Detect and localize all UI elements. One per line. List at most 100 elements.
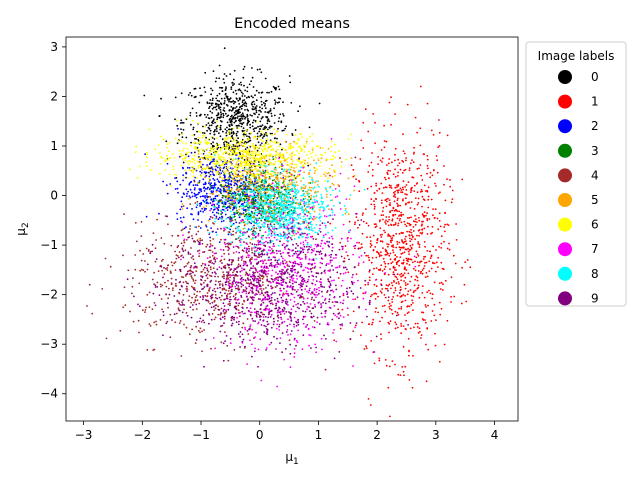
- data-point: [193, 192, 196, 195]
- data-point: [318, 102, 321, 105]
- data-point: [216, 161, 219, 164]
- data-point: [414, 269, 417, 272]
- data-point: [187, 190, 190, 193]
- data-point: [408, 234, 411, 237]
- data-point: [205, 156, 207, 159]
- data-point: [255, 121, 258, 123]
- data-point: [201, 262, 204, 265]
- data-point: [205, 245, 208, 248]
- data-point: [270, 90, 273, 93]
- data-point: [238, 190, 241, 193]
- data-point: [408, 379, 411, 381]
- data-point: [219, 173, 221, 176]
- data-point: [225, 86, 227, 88]
- data-point: [190, 94, 193, 97]
- data-point: [202, 178, 205, 181]
- data-point: [268, 120, 271, 123]
- data-point: [166, 264, 169, 267]
- data-point: [263, 104, 266, 107]
- data-point: [234, 227, 237, 230]
- data-point: [233, 269, 235, 272]
- data-point: [394, 223, 397, 226]
- data-point: [274, 286, 277, 289]
- data-point: [237, 137, 240, 140]
- data-point: [223, 275, 226, 277]
- data-point: [432, 262, 434, 265]
- data-point: [386, 164, 388, 167]
- data-point: [250, 199, 253, 202]
- data-point: [187, 231, 190, 234]
- data-point: [270, 125, 273, 128]
- data-point: [271, 179, 274, 182]
- data-point: [213, 223, 215, 225]
- data-point: [311, 148, 314, 151]
- data-point: [269, 140, 272, 143]
- data-point: [231, 176, 234, 179]
- data-point: [235, 113, 237, 116]
- data-point: [229, 140, 232, 143]
- data-point: [206, 195, 208, 198]
- data-point: [433, 303, 436, 306]
- data-point: [330, 140, 333, 143]
- data-point: [240, 114, 243, 116]
- data-point: [434, 344, 437, 347]
- data-point: [396, 202, 398, 205]
- data-point: [146, 153, 149, 156]
- data-point: [231, 168, 234, 171]
- data-point: [192, 157, 195, 160]
- data-point: [290, 162, 292, 165]
- data-point: [309, 334, 312, 337]
- data-point: [227, 133, 229, 135]
- data-point: [276, 176, 279, 179]
- data-point: [236, 148, 239, 151]
- data-point: [239, 81, 242, 84]
- data-point: [205, 207, 208, 210]
- data-point: [222, 187, 225, 190]
- data-point: [428, 270, 431, 272]
- data-point: [226, 227, 229, 229]
- data-point: [268, 220, 270, 223]
- data-point: [308, 186, 311, 189]
- data-point: [241, 326, 244, 329]
- data-point: [206, 129, 209, 132]
- data-point: [191, 208, 193, 210]
- data-point: [235, 207, 238, 209]
- data-point: [383, 124, 385, 127]
- data-point: [232, 146, 234, 149]
- data-point: [246, 108, 249, 111]
- data-point: [220, 213, 223, 216]
- data-point: [285, 125, 287, 128]
- data-point: [294, 260, 297, 263]
- data-point: [194, 274, 196, 277]
- data-point: [220, 97, 223, 100]
- data-point: [185, 188, 188, 191]
- data-point: [227, 233, 230, 236]
- data-point: [306, 190, 309, 193]
- data-point: [226, 130, 228, 132]
- data-point: [227, 97, 229, 100]
- data-point: [220, 172, 223, 175]
- data-point: [201, 270, 203, 273]
- data-point: [307, 182, 310, 184]
- data-point: [252, 105, 255, 108]
- data-point: [277, 320, 279, 322]
- data-point: [206, 292, 209, 294]
- data-point: [309, 182, 312, 184]
- data-point: [319, 245, 322, 248]
- data-point: [181, 208, 184, 210]
- data-point: [213, 160, 215, 163]
- data-point: [270, 161, 272, 164]
- data-point: [368, 165, 371, 167]
- data-point: [182, 205, 185, 207]
- data-point: [392, 195, 395, 198]
- data-point: [209, 132, 212, 135]
- data-point: [244, 210, 247, 213]
- data-point: [369, 242, 372, 245]
- data-point: [233, 211, 236, 214]
- data-point: [222, 109, 225, 112]
- data-point: [439, 313, 442, 316]
- data-point: [177, 140, 180, 142]
- data-point: [234, 89, 237, 92]
- data-point: [344, 207, 347, 210]
- data-point: [165, 157, 168, 160]
